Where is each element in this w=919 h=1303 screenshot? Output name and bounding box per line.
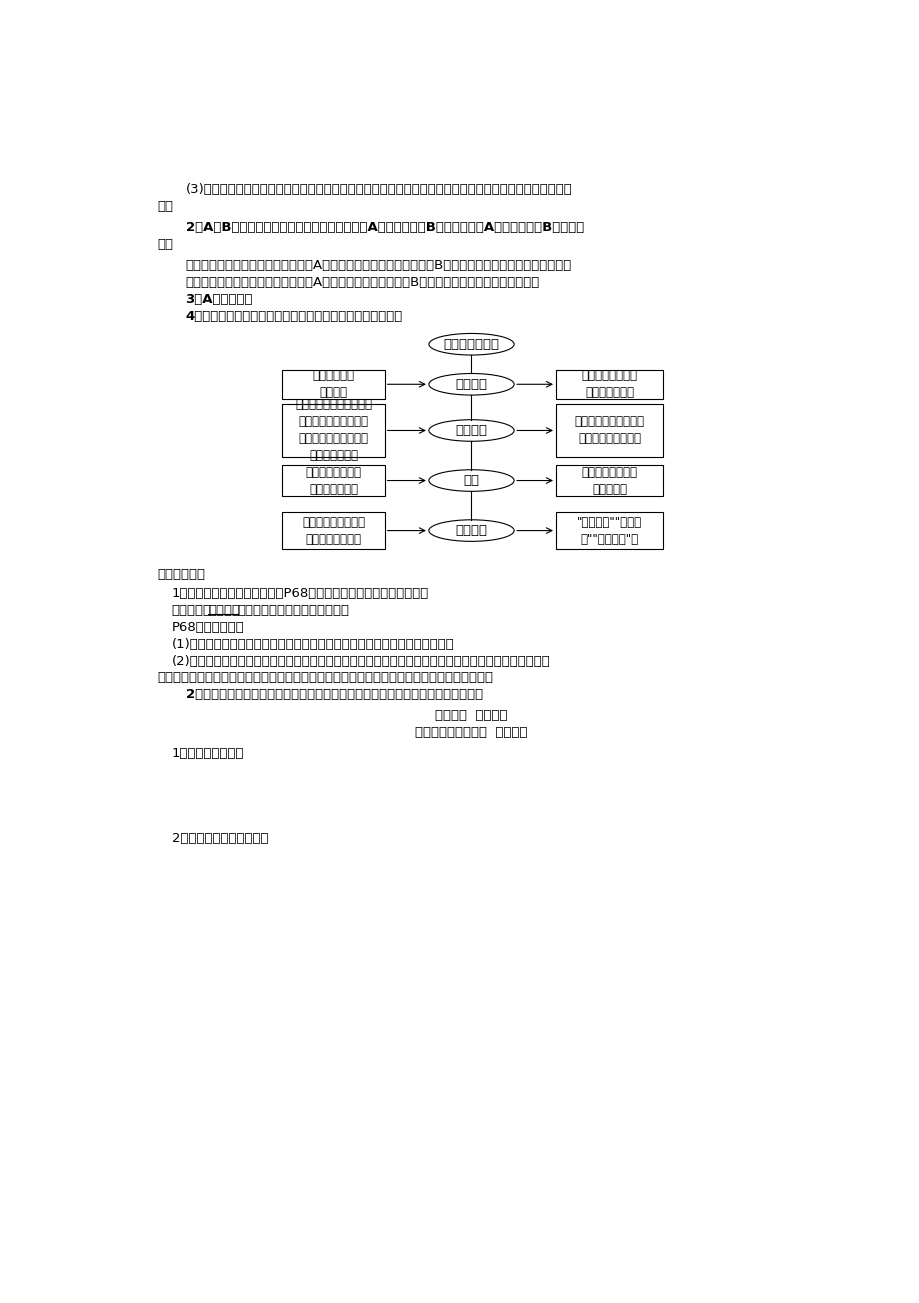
Text: 雨。: 雨。 (157, 238, 174, 251)
Text: 同纬度陆地与海洋相比，
夏季陆地气温高，海洋
气温低；冬季陆地气温
低，海洋气温高: 同纬度陆地与海洋相比， 夏季陆地气温高，海洋 气温低；冬季陆地气温 低，海洋气温… (295, 399, 371, 463)
Text: 重。而在沙漠地区，无人居住，少雨或无雨只是一种自然现象，不会造成损失，所以没有旱灾。: 重。而在沙漠地区，无人居住，少雨或无雨只是一种自然现象，不会造成损失，所以没有旱… (157, 671, 494, 684)
Text: 1．学生可同桌合作，完成课本P68页活动，认识气候与人们的关系。: 1．学生可同桌合作，完成课本P68页活动，认识气候与人们的关系。 (171, 586, 428, 599)
Text: 2．A、B两地的差异主要是气温和降水的差异：A地全年炎热，B地终年严寒；A地全年多雨，B地终年少: 2．A、B两地的差异主要是气温和降水的差异：A地全年炎热，B地终年严寒；A地全年… (186, 222, 584, 235)
Text: (2)在我国南方一些雨量充沛的地区，往往人口稠密，一旦发生灾害，造成的损失比较大，所以灾害比较严: (2)在我国南方一些雨量充沛的地区，往往人口稠密，一旦发生灾害，造成的损失比较大… (171, 654, 550, 667)
Text: 气温由低纬向
高纬递减: 气温由低纬向 高纬递减 (312, 369, 354, 399)
Text: P68页活动答案：: P68页活动答案： (171, 620, 244, 633)
Text: 海陆位置: 海陆位置 (455, 423, 487, 437)
Text: 气温的差异主要是纬度位置的影响：A地位于赤道，纬度低，温度高；B地位于南极地区，纬度高，气温低。: 气温的差异主要是纬度位置的影响：A地位于赤道，纬度低，温度高；B地位于南极地区，… (186, 259, 571, 272)
Text: 2．本节课还存在的疑惑：: 2．本节课还存在的疑惑： (171, 831, 267, 844)
Text: 雨热同期: 雨热同期 (209, 603, 240, 616)
Text: 润。: 润。 (157, 201, 174, 214)
Text: 赤道地区降水多，
两极地区降水少: 赤道地区降水多， 两极地区降水少 (581, 369, 637, 399)
Text: 【拓展探究】: 【拓展探究】 (157, 568, 206, 581)
Text: 山地迎风坡多雨，
背风坡少雨: 山地迎风坡多雨， 背风坡少雨 (581, 465, 637, 495)
Text: 一般情况下，距海近降
水多，距海远降水少: 一般情况下，距海近降 水多，距海远降水少 (573, 416, 643, 446)
Text: 降水的差异主要是海陆位置的影响：A地位于赤道，水汽充足；B地位于南极大陆，水汽难以到达。: 降水的差异主要是海陆位置的影响：A地位于赤道，水汽充足；B地位于南极大陆，水汽难… (186, 276, 539, 289)
Text: 影响气候的因素: 影响气候的因素 (443, 337, 499, 351)
Text: 通过改变地面状况，
影响局部地区气候: 通过改变地面状况， 影响局部地区气候 (301, 516, 365, 546)
Text: 当堂演练  达成目标: 当堂演练 达成目标 (435, 709, 507, 722)
Text: (3)海陆位置：塔里木盆地距海较远，水汽难以到达，气候干燥；北京距海较近，水汽容易到达，气候相对湿: (3)海陆位置：塔里木盆地距海较远，水汽难以到达，气候干燥；北京距海较近，水汽容… (186, 184, 572, 197)
Text: 教师点拨：: 教师点拨： (171, 603, 211, 616)
Text: 的气候最有利于农作物的生长。: 的气候最有利于农作物的生长。 (238, 603, 349, 616)
Text: 1．本节课的收获：: 1．本节课的收获： (171, 747, 244, 760)
Text: 地势高，气温低；
地势低，气温高: 地势高，气温低； 地势低，气温高 (305, 465, 361, 495)
Text: 见学生用书课后反思  查漏补缺: 见学生用书课后反思 查漏补缺 (414, 726, 528, 739)
Text: "温室效应""臭氧空
洞""热岛效应"等: "温室效应""臭氧空 洞""热岛效应"等 (576, 516, 641, 546)
Text: (1)气候对人类活动的影响，气候影响植物的生长，进而影响人类的居住环境。: (1)气候对人类活动的影响，气候影响植物的生长，进而影响人类的居住环境。 (171, 637, 454, 650)
Text: 2．学生网上查询有关气候变暖的资料，了解全球气候恶化的状况，增强环保意识。: 2．学生网上查询有关气候变暖的资料，了解全球气候恶化的状况，增强环保意识。 (186, 688, 482, 701)
Text: 4．教师小结：影响气候的主要因素，用图表形式展示如下：: 4．教师小结：影响气候的主要因素，用图表形式展示如下： (186, 310, 403, 323)
Text: 纬度位置: 纬度位置 (455, 378, 487, 391)
Text: 地形: 地形 (463, 474, 479, 487)
Text: 人类活动: 人类活动 (455, 524, 487, 537)
Text: 3．A坡降水多。: 3．A坡降水多。 (186, 293, 253, 306)
